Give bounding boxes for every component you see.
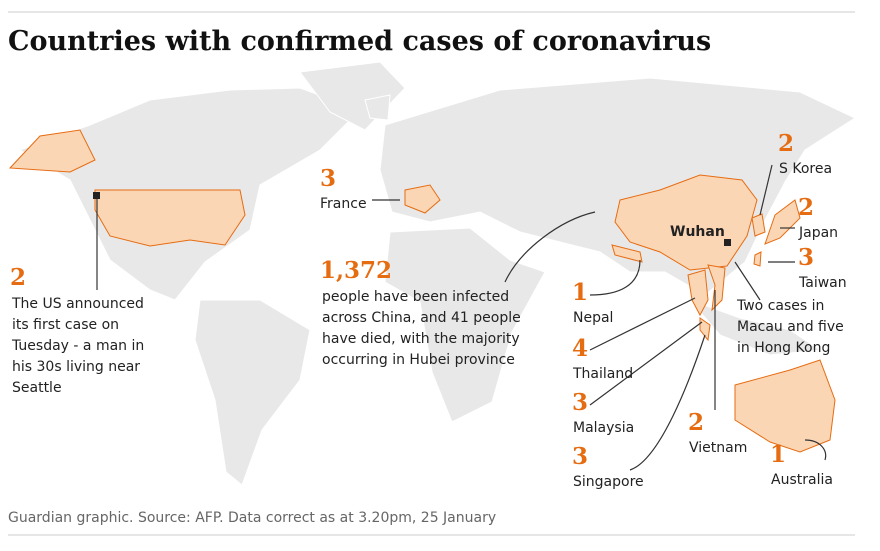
country-label: Taiwan	[798, 275, 847, 291]
note-line: in Hong Kong	[737, 340, 830, 356]
note-line: his 30s living near	[12, 359, 140, 375]
note-line: across China, and 41 people	[322, 310, 521, 326]
source: Guardian graphic. Source: AFP. Data corr…	[8, 510, 496, 526]
case-count: 2	[688, 409, 704, 436]
case-count: 3	[572, 389, 588, 416]
country-label: Vietnam	[689, 440, 747, 456]
country-label: Thailand	[572, 366, 633, 382]
case-count: 1	[770, 441, 786, 468]
case-count: 3	[798, 244, 814, 271]
title: Countries with confirmed cases of corona…	[8, 26, 711, 57]
world-map	[18, 61, 857, 486]
case-count: 2	[798, 194, 814, 221]
note-line: The US announced	[11, 296, 144, 312]
country-label: Australia	[771, 472, 833, 488]
case-count: 4	[572, 335, 588, 362]
country-label: S Korea	[779, 161, 832, 177]
country-label: Japan	[798, 225, 838, 241]
case-count: 3	[320, 165, 336, 192]
country-label: Nepal	[573, 310, 613, 326]
note-line: its first case on	[12, 317, 119, 333]
note-line: Two cases in	[736, 298, 824, 314]
note-line: Macau and five	[737, 319, 844, 335]
country-label: Malaysia	[573, 420, 634, 436]
case-count: 2	[10, 264, 26, 291]
note-line: Seattle	[12, 380, 62, 396]
note-line: Tuesday - a man in	[11, 338, 144, 354]
city-label: Wuhan	[670, 224, 725, 240]
case-count: 1	[572, 279, 588, 306]
leader-lines	[93, 164, 827, 471]
case-count: 1,372	[320, 257, 392, 284]
note-line: have died, with the majority	[322, 331, 520, 347]
highlighted-countries	[8, 129, 836, 453]
note-line: people have been infected	[322, 289, 509, 305]
case-count: 2	[778, 130, 794, 157]
case-count: 3	[572, 443, 588, 470]
note-line: occurring in Hubei province	[322, 352, 515, 368]
country-label: Singapore	[573, 474, 644, 490]
country-label: France	[320, 196, 367, 212]
